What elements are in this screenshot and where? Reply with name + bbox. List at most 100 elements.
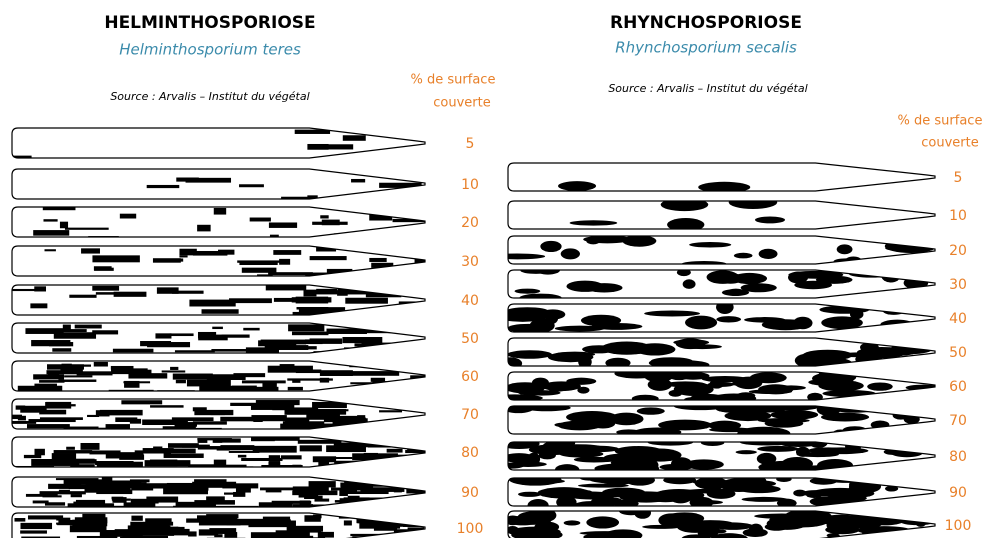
lesion xyxy=(239,184,264,188)
lesion xyxy=(836,244,853,255)
lesion xyxy=(213,459,227,466)
lesion xyxy=(42,495,62,498)
lesion xyxy=(764,419,804,428)
lesion xyxy=(14,518,26,522)
lesion xyxy=(312,401,347,409)
lesion xyxy=(898,478,925,484)
lesion xyxy=(732,272,768,284)
lesion xyxy=(668,389,683,397)
lesion xyxy=(95,460,134,466)
lesion xyxy=(741,496,788,502)
lesion xyxy=(110,365,134,370)
lesion xyxy=(53,458,95,463)
lesion xyxy=(53,332,97,339)
lesion xyxy=(872,421,887,427)
lesion xyxy=(314,498,330,502)
lesion xyxy=(179,248,197,256)
lesion xyxy=(776,478,792,482)
lesion xyxy=(168,443,199,448)
lesion xyxy=(409,443,425,450)
lesion xyxy=(64,227,109,230)
lesion xyxy=(20,530,47,534)
lesion xyxy=(406,486,425,494)
coverage-level: 40 xyxy=(461,293,479,309)
lesion xyxy=(241,380,286,384)
lesion xyxy=(619,491,673,503)
lesion xyxy=(882,463,896,470)
lesion xyxy=(211,515,239,519)
lesion xyxy=(130,521,174,526)
lesion xyxy=(235,486,251,493)
lesion xyxy=(146,496,179,503)
lesion xyxy=(738,485,781,494)
lesion xyxy=(757,445,799,452)
lesion xyxy=(194,500,235,505)
lesion xyxy=(914,514,928,527)
leaf xyxy=(146,170,422,199)
lesion xyxy=(26,424,70,429)
lesion xyxy=(268,272,313,276)
lesion xyxy=(318,461,330,467)
lesion xyxy=(633,427,682,434)
lesion xyxy=(197,446,225,450)
lesion xyxy=(198,334,228,341)
lesion xyxy=(706,270,740,284)
lesion xyxy=(247,351,268,353)
lesion xyxy=(30,303,48,309)
lesion xyxy=(342,337,383,344)
lesion xyxy=(201,309,239,314)
lesion xyxy=(527,452,541,466)
lesion xyxy=(206,496,225,504)
leaf-outline xyxy=(507,371,936,401)
lesion xyxy=(39,491,86,495)
lesion xyxy=(39,409,67,415)
lesion xyxy=(383,420,418,428)
lesion xyxy=(386,448,403,453)
lesion xyxy=(296,307,329,310)
lesion xyxy=(538,451,556,460)
lesion xyxy=(47,364,84,370)
lesion xyxy=(355,505,381,507)
lesion xyxy=(754,216,786,224)
lesion xyxy=(20,522,53,530)
lesion xyxy=(33,374,65,380)
lesion xyxy=(392,311,425,315)
lesion xyxy=(112,348,154,353)
lesion xyxy=(548,386,566,392)
lesion xyxy=(60,367,83,373)
lesion xyxy=(345,297,388,304)
leaf-outline xyxy=(11,168,426,200)
lesion xyxy=(288,324,325,332)
lesion xyxy=(373,524,398,531)
lesion xyxy=(237,454,247,458)
lesion xyxy=(372,381,408,388)
lesion xyxy=(643,372,674,383)
lesion xyxy=(287,378,333,381)
lesion xyxy=(902,407,933,414)
lesion xyxy=(387,399,425,403)
lesion xyxy=(411,532,425,538)
lesion xyxy=(173,505,196,507)
lesion xyxy=(508,453,536,463)
lesion xyxy=(741,478,767,486)
lesion xyxy=(342,135,366,141)
lesion xyxy=(875,532,902,538)
lesion xyxy=(213,207,227,215)
lesion xyxy=(156,287,179,294)
lesion xyxy=(337,290,348,296)
lesion xyxy=(113,291,147,297)
lesion xyxy=(385,193,399,198)
lesion xyxy=(609,412,644,426)
scale-label: couverte xyxy=(921,136,978,151)
lesion xyxy=(179,255,188,258)
lesion xyxy=(255,400,300,406)
lesion xyxy=(339,490,348,496)
lesion xyxy=(268,461,281,467)
coverage-level: 90 xyxy=(949,485,967,501)
lesion xyxy=(84,486,112,493)
lesion xyxy=(756,452,777,465)
lesion xyxy=(647,378,672,391)
lesion xyxy=(129,479,150,483)
lesion xyxy=(663,478,697,485)
lesion xyxy=(64,375,93,378)
